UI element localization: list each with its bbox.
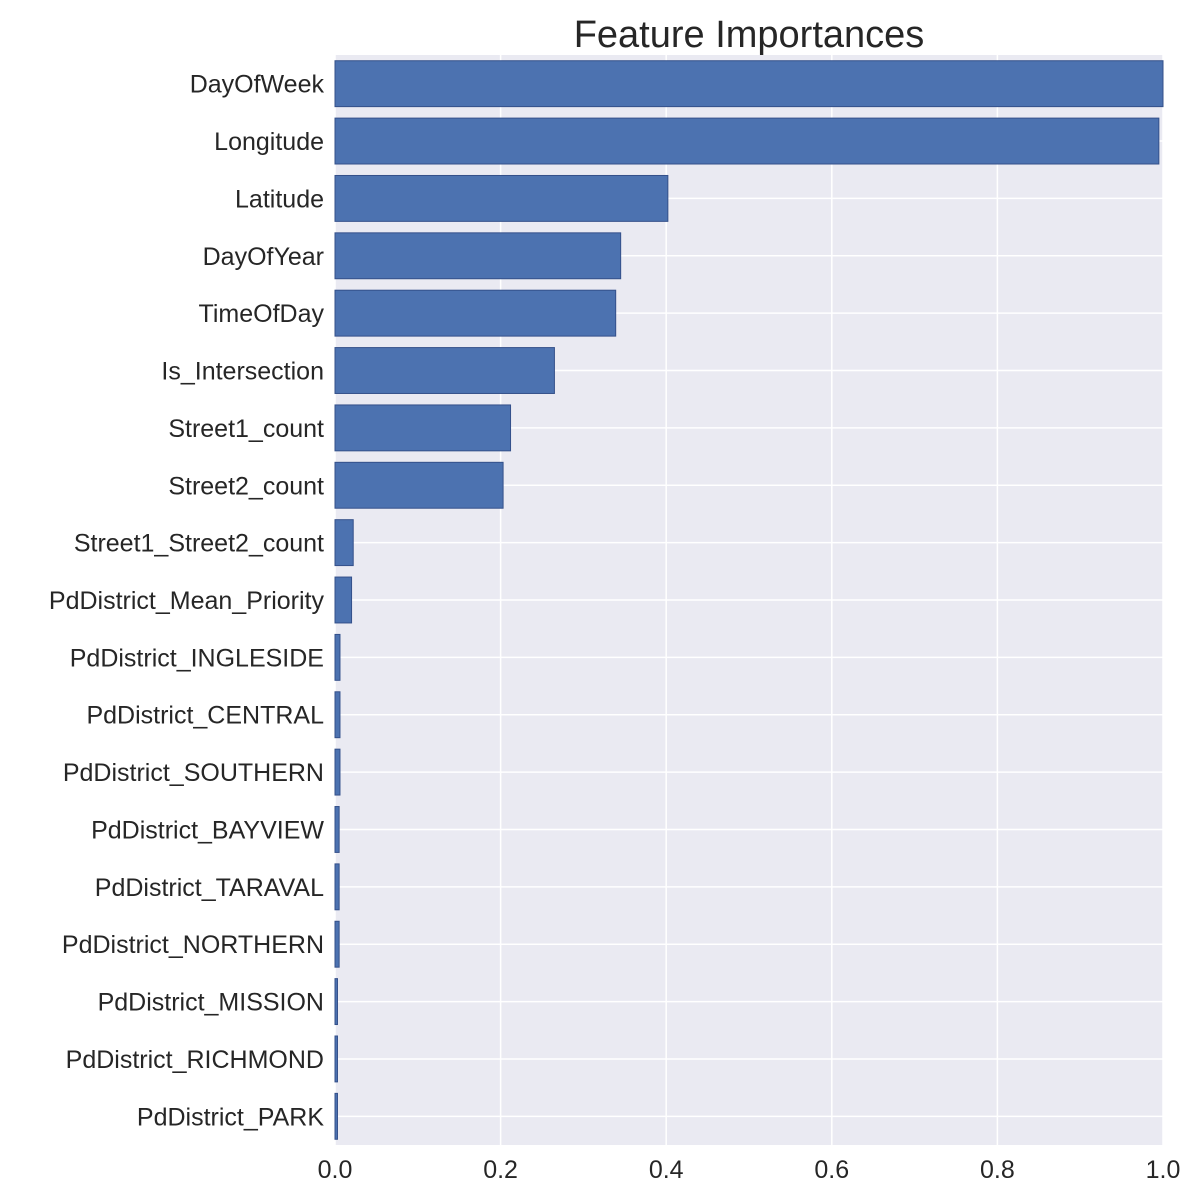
bars [334, 60, 1164, 1140]
category-labels: DayOfWeek Longitude Latitude DayOfYear TimeO… [49, 71, 325, 1132]
bar-pddistrict-ingleside [334, 633, 341, 681]
x-tick-label: 0.4 [649, 1156, 684, 1184]
category-label: Street2_count [168, 472, 324, 500]
bar-pddistrict-mission [334, 978, 338, 1026]
category-label: Latitude [235, 185, 324, 213]
bar-pddistrict-richmond [334, 1035, 338, 1083]
bar-pddistrict-bayview [334, 806, 340, 853]
bar-pddistrict-southern [334, 748, 341, 796]
category-label: TimeOfDay [199, 300, 325, 328]
category-label: DayOfYear [203, 243, 324, 271]
chart-title: Feature Importances [574, 14, 925, 56]
x-tick-labels: 0.0 0.2 0.4 0.6 0.8 1.0 [318, 1156, 1181, 1184]
category-label: PdDistrict_SOUTHERN [63, 759, 324, 787]
category-label: Is_Intersection [161, 358, 324, 386]
category-label: PdDistrict_RICHMOND [66, 1046, 324, 1074]
bar-latitude [334, 174, 669, 222]
category-label: PdDistrict_CENTRAL [86, 702, 324, 730]
bar-street2-count [334, 461, 504, 509]
bar-dayofweek [334, 60, 1164, 108]
category-label: PdDistrict_TARAVAL [95, 874, 324, 902]
bar-timeofday [334, 289, 617, 337]
category-label: PdDistrict_BAYVIEW [91, 816, 324, 844]
x-tick-label: 0.8 [980, 1156, 1015, 1184]
category-label: Street1_Street2_count [74, 530, 324, 558]
x-tick-label: 0.6 [814, 1156, 849, 1184]
category-label: PdDistrict_PARK [137, 1103, 324, 1131]
bar-dayofyear [334, 232, 622, 280]
bar-street1-street2-count [334, 519, 354, 567]
category-label: Street1_count [168, 415, 324, 443]
category-label: Longitude [214, 128, 324, 156]
bar-pddistrict-central [334, 691, 341, 739]
bar-pddistrict-northern [334, 920, 340, 968]
bar-pddistrict-park [334, 1092, 338, 1140]
bar-street1-count [334, 404, 512, 452]
bar-pddistrict-taraval [334, 863, 340, 911]
bar-longitude [334, 117, 1160, 165]
x-tick-label: 0.0 [318, 1156, 353, 1184]
bar-pddistrict-mean-priority [334, 576, 353, 624]
category-label: PdDistrict_INGLESIDE [70, 644, 324, 672]
category-label: PdDistrict_MISSION [98, 989, 324, 1017]
category-label: PdDistrict_NORTHERN [62, 931, 324, 959]
x-tick-label: 1.0 [1146, 1156, 1181, 1184]
bar-is-intersection [334, 347, 555, 394]
category-label: DayOfWeek [190, 71, 325, 99]
x-tick-label: 0.2 [483, 1156, 518, 1184]
category-label: PdDistrict_Mean_Priority [49, 587, 325, 615]
